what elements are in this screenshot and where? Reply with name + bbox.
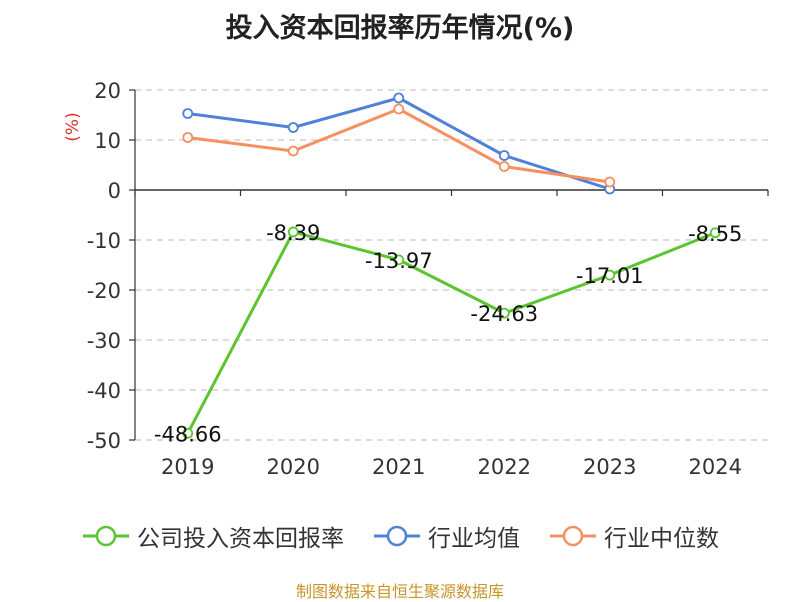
- data-label: -8.39: [266, 221, 320, 245]
- legend-line-marker-icon: [83, 525, 129, 547]
- x-tick-label: 2024: [689, 455, 742, 479]
- data-label: -17.01: [576, 264, 644, 288]
- data-point: [182, 108, 194, 119]
- data-label: -13.97: [365, 249, 433, 273]
- data-label: -48.66: [154, 422, 222, 446]
- data-point: [393, 254, 405, 266]
- y-tick-label: 20: [94, 79, 121, 103]
- x-tick-label: 2023: [583, 455, 636, 479]
- y-tick-label: -50: [87, 429, 121, 453]
- legend-label: 行业均值: [428, 526, 520, 552]
- data-point: [498, 150, 510, 161]
- legend-line-marker-icon: [374, 525, 420, 547]
- y-axis-label: (%): [63, 112, 83, 141]
- y-tick-label: 10: [94, 129, 121, 153]
- data-point: [182, 132, 194, 143]
- data-point: [287, 226, 299, 238]
- data-label: -8.55: [688, 222, 742, 246]
- x-tick-label: 2019: [161, 455, 214, 479]
- data-point: [604, 269, 616, 281]
- source-note: 制图数据来自恒生聚源数据库: [295, 582, 504, 601]
- data-point: [287, 122, 299, 133]
- data-point: [182, 427, 194, 439]
- data-point: [498, 161, 510, 172]
- y-tick-label: -10: [87, 229, 121, 253]
- x-tick-label: 2021: [372, 455, 425, 479]
- legend-item: 行业均值: [372, 519, 520, 553]
- series-line: [186, 230, 716, 434]
- data-point: [393, 92, 405, 104]
- series-line: [187, 107, 610, 184]
- legend-label: 公司投入资本回报率: [137, 526, 344, 552]
- y-tick-label: -30: [87, 329, 121, 353]
- y-tick-label: 0: [108, 179, 121, 203]
- series: [182, 92, 721, 439]
- data-point: [287, 145, 299, 157]
- axes: 20 10 0 -10 -20 -30 -40 -50 2019 2020 2021 2022 2023…: [63, 79, 769, 479]
- legend-item: 公司投入资本回报率: [81, 519, 344, 553]
- x-tick-label: 2022: [478, 455, 531, 479]
- data-point: [498, 307, 510, 319]
- data-label: -24.63: [470, 302, 538, 326]
- data-point: [709, 227, 721, 239]
- data-labels: -48.66 -8.39 -13.97 -24.63 -17.01 -8.55: [154, 221, 743, 446]
- legend-line-marker-icon: [550, 525, 596, 547]
- legend-label: 行业中位数: [604, 526, 719, 552]
- x-tick-label: 2020: [267, 455, 320, 479]
- chart-title: 投入资本回报率历年情况(%): [225, 13, 575, 44]
- legend-item: 行业中位数: [548, 519, 719, 553]
- data-point: [393, 103, 405, 115]
- y-tick-label: -20: [87, 279, 121, 303]
- data-point: [604, 176, 616, 188]
- y-tick-label: -40: [87, 379, 121, 403]
- legend: 公司投入资本回报率 行业均值 行业中位数: [0, 518, 800, 554]
